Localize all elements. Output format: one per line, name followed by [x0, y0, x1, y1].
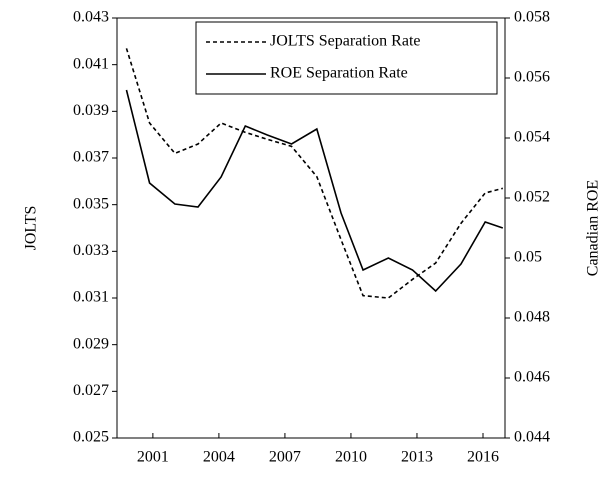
- legend-box: [195, 21, 498, 95]
- x-tick-label: 2004: [203, 449, 235, 466]
- y2-tick-label: 0.048: [514, 309, 550, 326]
- y-tick-label: 0.029: [73, 335, 109, 352]
- y2-tick-label: 0.052: [514, 189, 550, 206]
- y-tick-label: 0.035: [73, 195, 109, 212]
- series-line: [125, 89, 504, 293]
- y-tick-label: 0.025: [73, 429, 109, 446]
- plot-frame: [116, 17, 506, 439]
- series-line: [125, 48, 504, 299]
- y2-tick-label: 0.056: [514, 69, 550, 86]
- legend-label: JOLTS Separation Rate: [270, 33, 421, 50]
- x-tick-label: 2007: [269, 449, 301, 466]
- y-tick-label: 0.033: [73, 242, 109, 259]
- y-tick-label: 0.031: [73, 289, 109, 306]
- y2-tick-label: 0.044: [514, 429, 550, 446]
- x-tick-label: 2001: [137, 449, 169, 466]
- y2-tick-label: 0.058: [514, 9, 550, 26]
- x-tick-label: 2013: [401, 449, 433, 466]
- y-axis-label: JOLTS: [23, 206, 40, 251]
- y-tick-label: 0.039: [73, 102, 109, 119]
- y2-tick-label: 0.054: [514, 129, 550, 146]
- y-tick-label: 0.043: [73, 9, 109, 26]
- y2-tick-label: 0.05: [514, 249, 542, 266]
- y-tick-label: 0.037: [73, 149, 109, 166]
- x-tick-label: 2010: [335, 449, 367, 466]
- y-tick-label: 0.027: [73, 382, 109, 399]
- legend-label: ROE Separation Rate: [270, 65, 408, 82]
- y2-tick-label: 0.046: [514, 369, 550, 386]
- y2-axis-label: Canadian ROE: [585, 180, 602, 276]
- x-tick-label: 2016: [467, 449, 499, 466]
- y-tick-label: 0.041: [73, 55, 109, 72]
